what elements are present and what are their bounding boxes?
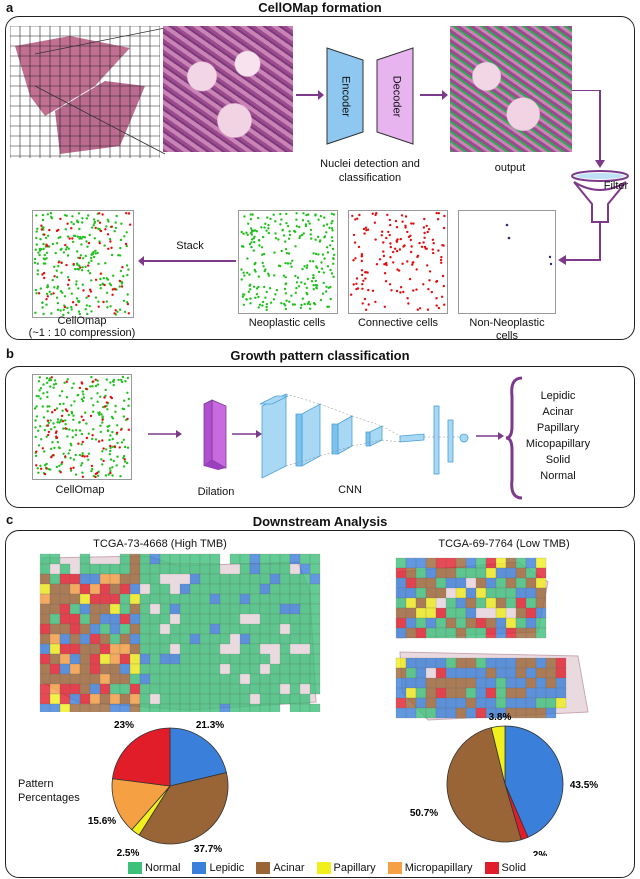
arrow-to-cnn: [232, 430, 262, 438]
legend-item: Solid: [484, 862, 527, 874]
legend-label: Lepidic: [209, 862, 245, 874]
pie-label: 3.8%: [489, 712, 512, 723]
neoplastic-label: Neoplastic cells: [248, 317, 326, 329]
wsi-grid-image: [10, 26, 160, 158]
panel-b-letter: b: [6, 346, 14, 361]
legend-swatch: [387, 862, 402, 874]
pie-label: 50.7%: [410, 808, 438, 819]
panel-c-letter: c: [6, 512, 14, 527]
nonneoplastic-label-2: cells: [495, 330, 518, 342]
pie-label: 23%: [114, 720, 134, 731]
legend-item: Papillary: [316, 862, 376, 874]
connective-label: Connective cells: [357, 317, 439, 329]
class-list: Lepidic Acinar Papillary Micopapillary Solid…: [508, 388, 608, 484]
cellomap-label-a1: CellOmap: [57, 315, 107, 327]
pie-label: 2.5%: [117, 848, 140, 859]
class-item: Solid: [545, 454, 571, 466]
class-item: Papillary: [536, 422, 580, 434]
pie-label: 43.5%: [570, 780, 598, 791]
he-patch-image: [163, 26, 293, 152]
stack-label: Stack: [176, 240, 204, 252]
arrow-to-filter: [572, 90, 605, 168]
connective-thumb: [348, 210, 448, 314]
cellomap-thumb-b: [32, 374, 132, 480]
panel-c-frame: [5, 530, 635, 878]
legend-label: Micropapillary: [404, 862, 473, 874]
legend: Normal Lepidic Acinar Papillary Micropapilla…: [128, 860, 526, 876]
pie-slice-solid: [112, 727, 171, 787]
cellomap-label-b: CellOmap: [55, 484, 105, 496]
cellomap-label-a2: (~1 : 10 compression): [28, 327, 136, 339]
output-label: output: [494, 162, 526, 174]
right-pie-chart: 43.5% 2% 50.7% 3.8%: [410, 712, 598, 856]
pie-label: 15.6%: [88, 816, 116, 827]
pie-slice-lepidic: [504, 725, 564, 838]
pie-slice-micropapillary: [111, 778, 171, 831]
pattern-label-1: Pattern: [18, 778, 54, 790]
legend-swatch: [128, 862, 142, 874]
arrow-to-dilation: [148, 430, 182, 438]
legend-swatch: [192, 862, 207, 874]
class-item: Acinar: [542, 406, 574, 418]
legend-item: Micropapillary: [387, 862, 473, 874]
class-item: Lepidic: [540, 390, 576, 402]
legend-swatch: [256, 862, 271, 874]
pattern-label-2: Percentages: [18, 792, 80, 804]
zoom-lines: [34, 27, 166, 155]
stack-arrow: [138, 256, 236, 266]
arrow-to-output: [420, 90, 448, 100]
pie-label: 37.7%: [194, 844, 222, 855]
cnn-diagram: [259, 393, 469, 479]
pie-slice-papillary: [490, 725, 506, 785]
right-tissue-heatmap: [395, 557, 589, 721]
nuclei-label-2: classification: [338, 172, 402, 184]
panel-a-title: CellOMap formation: [258, 0, 382, 15]
filter-icon: [571, 170, 629, 223]
arrow-to-classes: [476, 432, 504, 440]
legend-label: Solid: [501, 862, 527, 874]
arrow-to-nonneoplastic: [558, 222, 601, 265]
output-image: [450, 26, 572, 152]
legend-item: Lepidic: [192, 862, 244, 874]
encoder-decoder: [326, 47, 414, 145]
nonneoplastic-label-1: Non-Neoplastic: [469, 317, 545, 329]
pie-slice-acinar: [138, 772, 229, 845]
legend-label: Acinar: [273, 862, 305, 874]
arrow-to-encoder: [296, 90, 324, 100]
encoder-label: Encoder: [339, 76, 352, 117]
legend-item: Acinar: [256, 862, 305, 874]
left-slide-title: TCGA-73-4668 (High TMB): [93, 538, 227, 550]
decoder-label: Decoder: [390, 75, 403, 118]
panel-c-title: Downstream Analysis: [252, 514, 388, 529]
legend-item: Normal: [128, 862, 180, 874]
dilation-layer: [203, 399, 227, 470]
dilation-label: Dilation: [197, 486, 235, 498]
pie-label: 2%: [533, 850, 548, 856]
classes-brace: [505, 376, 523, 500]
legend-label: Normal: [145, 862, 181, 874]
cellomap-thumb-a: [32, 210, 134, 318]
panel-b-title: Growth pattern classification: [230, 348, 410, 363]
class-item: Normal: [540, 470, 576, 482]
cnn-label: CNN: [338, 484, 362, 496]
legend-label: Papillary: [333, 862, 376, 874]
pie-slice-acinar: [446, 727, 522, 843]
right-slide-title: TCGA-69-7764 (Low TMB): [438, 538, 570, 550]
pie-slice-lepidic: [169, 727, 227, 787]
legend-swatch: [484, 862, 499, 874]
panel-a-letter: a: [6, 0, 14, 15]
legend-swatch: [316, 862, 331, 874]
left-tissue-heatmap: [39, 553, 321, 712]
class-item: Micopapillary: [525, 438, 591, 450]
left-pie-chart: 21.3% 37.7% 2.5% 15.6% 23%: [88, 720, 229, 859]
pie-label: 21.3%: [196, 720, 224, 731]
neoplastic-thumb: [238, 210, 338, 314]
panel-b-frame: [5, 366, 635, 508]
panel-a-frame: [5, 16, 635, 340]
nuclei-label-1: Nuclei detection and: [320, 158, 420, 170]
nonneoplastic-thumb: [458, 210, 556, 314]
filter-label: Filter: [603, 180, 629, 192]
